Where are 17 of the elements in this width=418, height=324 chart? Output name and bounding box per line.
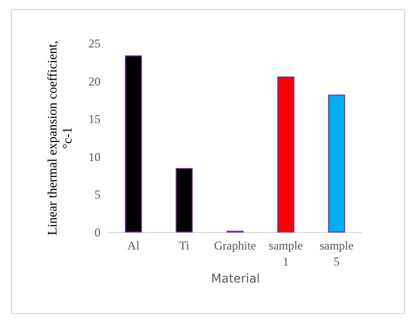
bar bbox=[328, 94, 346, 232]
x-tick-label: Ti bbox=[179, 238, 190, 252]
y-tick-label: 25 bbox=[88, 36, 100, 50]
x-tick-label: Graphite bbox=[214, 238, 256, 252]
y-axis-title: Linear thermal expansion coefficient, °c-1 bbox=[44, 40, 74, 236]
y-tick-label: 20 bbox=[88, 74, 100, 88]
y-tick-label: 0 bbox=[94, 226, 100, 240]
bar bbox=[124, 55, 142, 232]
x-tick-label: sample 5 bbox=[320, 238, 354, 268]
x-tick-label: sample 1 bbox=[268, 238, 303, 268]
bar bbox=[277, 76, 294, 232]
y-tick-label: 15 bbox=[88, 112, 100, 126]
y-tick-label: 5 bbox=[94, 188, 100, 202]
bar bbox=[176, 168, 193, 232]
x-tick-label: Al bbox=[127, 238, 140, 252]
y-tick-label: 10 bbox=[88, 150, 100, 164]
x-axis-title: Material bbox=[211, 272, 260, 286]
